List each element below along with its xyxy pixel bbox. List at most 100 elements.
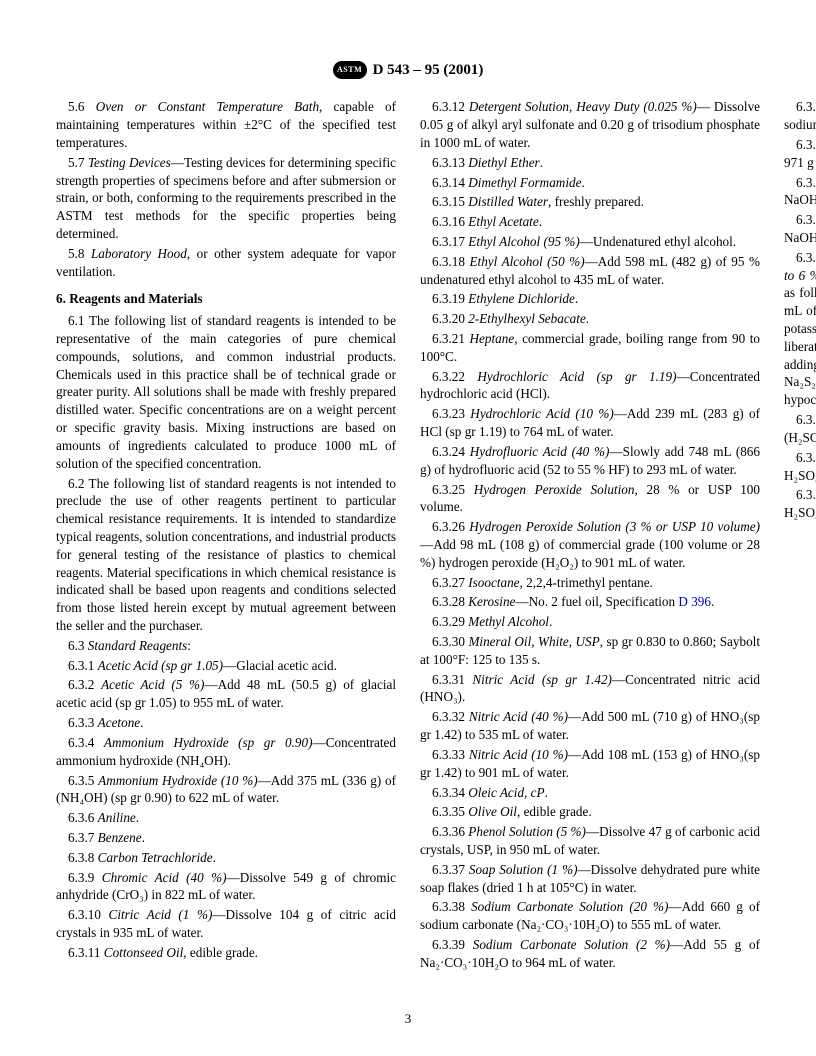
- entry-number: 6.3.18: [432, 254, 469, 269]
- entry-body: .: [581, 175, 584, 190]
- entry-tail: .: [711, 594, 714, 609]
- page-number: 3: [0, 1010, 816, 1028]
- entry-number: 6.3.27: [432, 575, 468, 590]
- entry-number: 6.2: [68, 476, 89, 491]
- entry-lead: Nitric Acid (10 %): [469, 747, 568, 762]
- entry: 6.3.29 Methyl Alcohol.: [420, 613, 760, 631]
- entry-number: 6.3.21: [432, 331, 470, 346]
- entry-number: 6.1: [68, 313, 89, 328]
- entry-number: 6.3.6: [68, 810, 98, 825]
- entry-lead: Benzene: [98, 830, 142, 845]
- entry-body: .: [213, 850, 216, 865]
- entry-number: 5.7: [68, 155, 88, 170]
- entry-lead: Ethyl Acetate: [468, 214, 538, 229]
- entry: 6.3 Standard Reagents:: [56, 637, 396, 655]
- entry-lead: Chromic Acid (40 %): [102, 870, 227, 885]
- entry: 6.3.10 Citric Acid (1 %)—Dissolve 104 g …: [56, 906, 396, 942]
- entry-lead: Distilled Water: [468, 194, 548, 209]
- entry: 6.3.11 Cottonseed Oil, edible grade.: [56, 944, 396, 962]
- entry-number: 6.3.37: [432, 862, 469, 877]
- entry: 6.3.28 Kerosine—No. 2 fuel oil, Specific…: [420, 593, 760, 611]
- entry-lead: Hydrochloric Acid (10 %): [470, 406, 613, 421]
- entry: 6.3.12 Detergent Solution, Heavy Duty (0…: [420, 98, 760, 151]
- entry-number: 6.3.34: [432, 785, 468, 800]
- entry-lead: Hydrochloric Acid (sp gr 1.19): [477, 369, 676, 384]
- entry: 6.3.30 Mineral Oil, White, USP, sp gr 0.…: [420, 633, 760, 669]
- reference-link[interactable]: D 396: [678, 594, 711, 609]
- entry-number: 6.3.17: [432, 234, 468, 249]
- entry-number: 6.3.5: [68, 773, 98, 788]
- entry-body: —Add 98 mL (108 g) of commercial grade (…: [420, 537, 760, 570]
- entry-number: 6.3.47: [796, 487, 816, 502]
- entry-body: .: [539, 214, 542, 229]
- entry: 6.3.3 Acetone.: [56, 714, 396, 732]
- entry-number: 6.3.29: [432, 614, 468, 629]
- entry: 6.3.9 Chromic Acid (40 %)—Dissolve 549 g…: [56, 869, 396, 905]
- entry: 6.3.5 Ammonium Hydroxide (10 %)—Add 375 …: [56, 772, 396, 808]
- entry-number: 6.3.1: [68, 658, 98, 673]
- entry: 6.3.18 Ethyl Alcohol (50 %)—Add 598 mL (…: [420, 253, 760, 289]
- entry-body: .: [545, 785, 548, 800]
- entry-lead: 2-Ethylhexyl Sebacate: [468, 311, 586, 326]
- entry: 6.3.8 Carbon Tetrachloride.: [56, 849, 396, 867]
- entry-number: 6.3.15: [432, 194, 468, 209]
- entry-body: The following list of standard reagents …: [56, 476, 396, 634]
- entry-number: 6.3.39: [432, 937, 473, 952]
- entry-number: 6.3.16: [432, 214, 468, 229]
- entry-number: 6.3: [68, 638, 88, 653]
- entry-number: 5.6: [68, 99, 96, 114]
- entry-number: 6.3.22: [432, 369, 477, 384]
- text-columns: 5.6 Oven or Constant Temperature Bath, c…: [56, 98, 760, 998]
- entry: 6.3.45 Sulfuric Acid (sp gr 1.84)—Concen…: [784, 411, 816, 447]
- entry-number: 6.3.31: [432, 672, 472, 687]
- entry-lead: Standard Reagents: [88, 638, 188, 653]
- entry: 6.3.32 Nitric Acid (40 %)—Add 500 mL (71…: [420, 708, 760, 744]
- entry-lead: Dimethyl Formamide: [468, 175, 581, 190]
- entry-number: 6.3.35: [432, 804, 468, 819]
- entry-lead: Isooctane: [468, 575, 519, 590]
- entry: 6.3.35 Olive Oil, edible grade.: [420, 803, 760, 821]
- entry-body: —Undenatured ethyl alcohol.: [580, 234, 736, 249]
- entry-lead: Methyl Alcohol: [468, 614, 549, 629]
- entry-lead: Heptane: [470, 331, 515, 346]
- entry: 6.3.40 Sodium Chloride Solution (10 %)—A…: [784, 98, 816, 134]
- entry: 6.3.42 Sodium Hydroxide Solution (10 %)—…: [784, 174, 816, 210]
- entry-number: 6.3.8: [68, 850, 98, 865]
- entry-body: .: [575, 291, 578, 306]
- entry: 6.3.41 Sodium Hydroxide Solution (60 %)—…: [784, 136, 816, 172]
- entry-number: 6.3.14: [432, 175, 468, 190]
- entry-body: —Glacial acetic acid.: [223, 658, 337, 673]
- entry-lead: Sodium Carbonate Solution (2 %): [473, 937, 670, 952]
- entry-number: 6.3.30: [432, 634, 468, 649]
- entry-body: .: [136, 810, 139, 825]
- entry-lead: Acetic Acid (5 %): [101, 677, 204, 692]
- entry: 6.3.16 Ethyl Acetate.: [420, 213, 760, 231]
- entry-lead: Detergent Solution, Heavy Duty (0.025 %): [469, 99, 697, 114]
- entry: 6.3.22 Hydrochloric Acid (sp gr 1.19)—Co…: [420, 368, 760, 404]
- entry-number: 6.3.36: [432, 824, 468, 839]
- entry-number: 6.3.19: [432, 291, 468, 306]
- entry: 6.3.17 Ethyl Alcohol (95 %)—Undenatured …: [420, 233, 760, 251]
- entry-lead: Aniline: [98, 810, 136, 825]
- document-id: D 543 – 95 (2001): [373, 60, 484, 80]
- entry-lead: Ethyl Alcohol (95 %): [468, 234, 579, 249]
- entry-lead: Ammonium Hydroxide (sp gr 0.90): [104, 735, 313, 750]
- entry-lead: Hydrogen Peroxide Solution: [474, 482, 635, 497]
- entry-lead: Ammonium Hydroxide (10 %): [98, 773, 257, 788]
- entry: 6.3.21 Heptane, commercial grade, boilin…: [420, 330, 760, 366]
- entry-number: 6.3.9: [68, 870, 102, 885]
- entry: 6.3.6 Aniline.: [56, 809, 396, 827]
- entry-body: .: [140, 715, 143, 730]
- entry-number: 6.3.42: [796, 175, 816, 190]
- entry: 6.3.26 Hydrogen Peroxide Solution (3 % o…: [420, 518, 760, 571]
- entry: 6.3.37 Soap Solution (1 %)—Dissolve dehy…: [420, 861, 760, 897]
- entry-number: 6.3.26: [432, 519, 469, 534]
- entry: 6.3.31 Nitric Acid (sp gr 1.42)—Concentr…: [420, 671, 760, 707]
- entry-lead: Oven or Constant Temperature Bath: [96, 99, 319, 114]
- entry-lead: Cottonseed Oil: [104, 945, 184, 960]
- entry-lead: Sodium Carbonate Solution (20 %): [471, 899, 668, 914]
- entry-body: .: [549, 614, 552, 629]
- entry-lead: Mineral Oil, White, USP: [468, 634, 599, 649]
- entry-lead: Laboratory Hood: [91, 246, 187, 261]
- entry-number: 6.3.25: [432, 482, 474, 497]
